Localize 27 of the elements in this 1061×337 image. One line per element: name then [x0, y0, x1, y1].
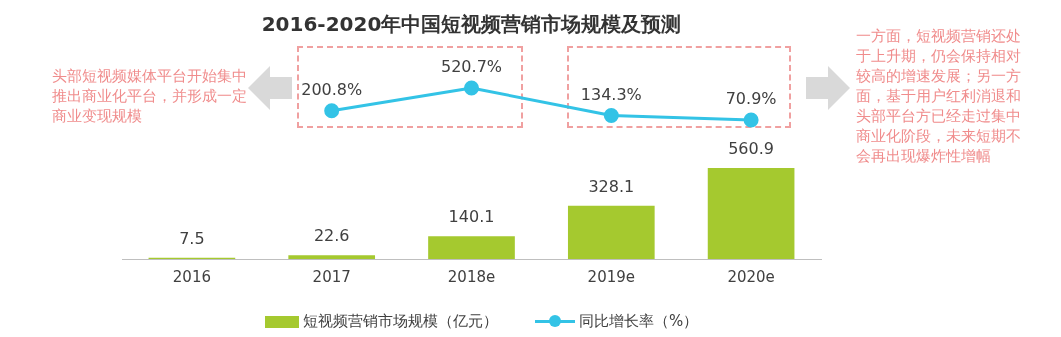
legend-label: 短视频营销市场规模（亿元）	[303, 312, 498, 331]
data-label: 140.1	[448, 207, 495, 227]
point	[464, 80, 479, 96]
bar	[428, 236, 515, 259]
data-label: 520.7%	[440, 57, 503, 77]
bar	[707, 167, 795, 259]
x-tick-label: 2017	[312, 267, 351, 286]
annotation: 头部短视频媒体平台开始集中推出商业化平台，并形成一定商业变现规模	[52, 66, 247, 126]
point	[603, 107, 619, 123]
chart-title: 2016-2020年中国短视频营销市场规模及预测	[261, 12, 682, 37]
data-label: 328.1	[588, 176, 635, 196]
text: 一方面，短视频营销还处于上升期，仍会保持相对较高的增速发展；另一方面，基于用户红利消退和头部平台方已经走过集中商业化阶段，未来短期不会再出现爆炸性增幅	[856, 26, 1022, 166]
bar	[567, 205, 655, 259]
x-tick-label: 2019e	[587, 267, 635, 286]
data-label: 7.5	[179, 228, 205, 248]
x-tick-label: 2020e	[727, 267, 775, 286]
data-label: 22.6	[313, 226, 350, 246]
x-tick-label: 2016	[172, 267, 211, 286]
x-tick-label: 2018e	[447, 267, 496, 286]
data-label: 134.3%	[580, 84, 642, 104]
point	[324, 103, 340, 119]
data-label: 200.8%	[301, 79, 363, 99]
data-label: 70.9%	[725, 89, 777, 109]
bar	[288, 255, 376, 259]
legend-label: 同比增长率（%）	[579, 312, 699, 331]
point	[743, 112, 759, 128]
data-label: 560.9	[728, 139, 775, 159]
